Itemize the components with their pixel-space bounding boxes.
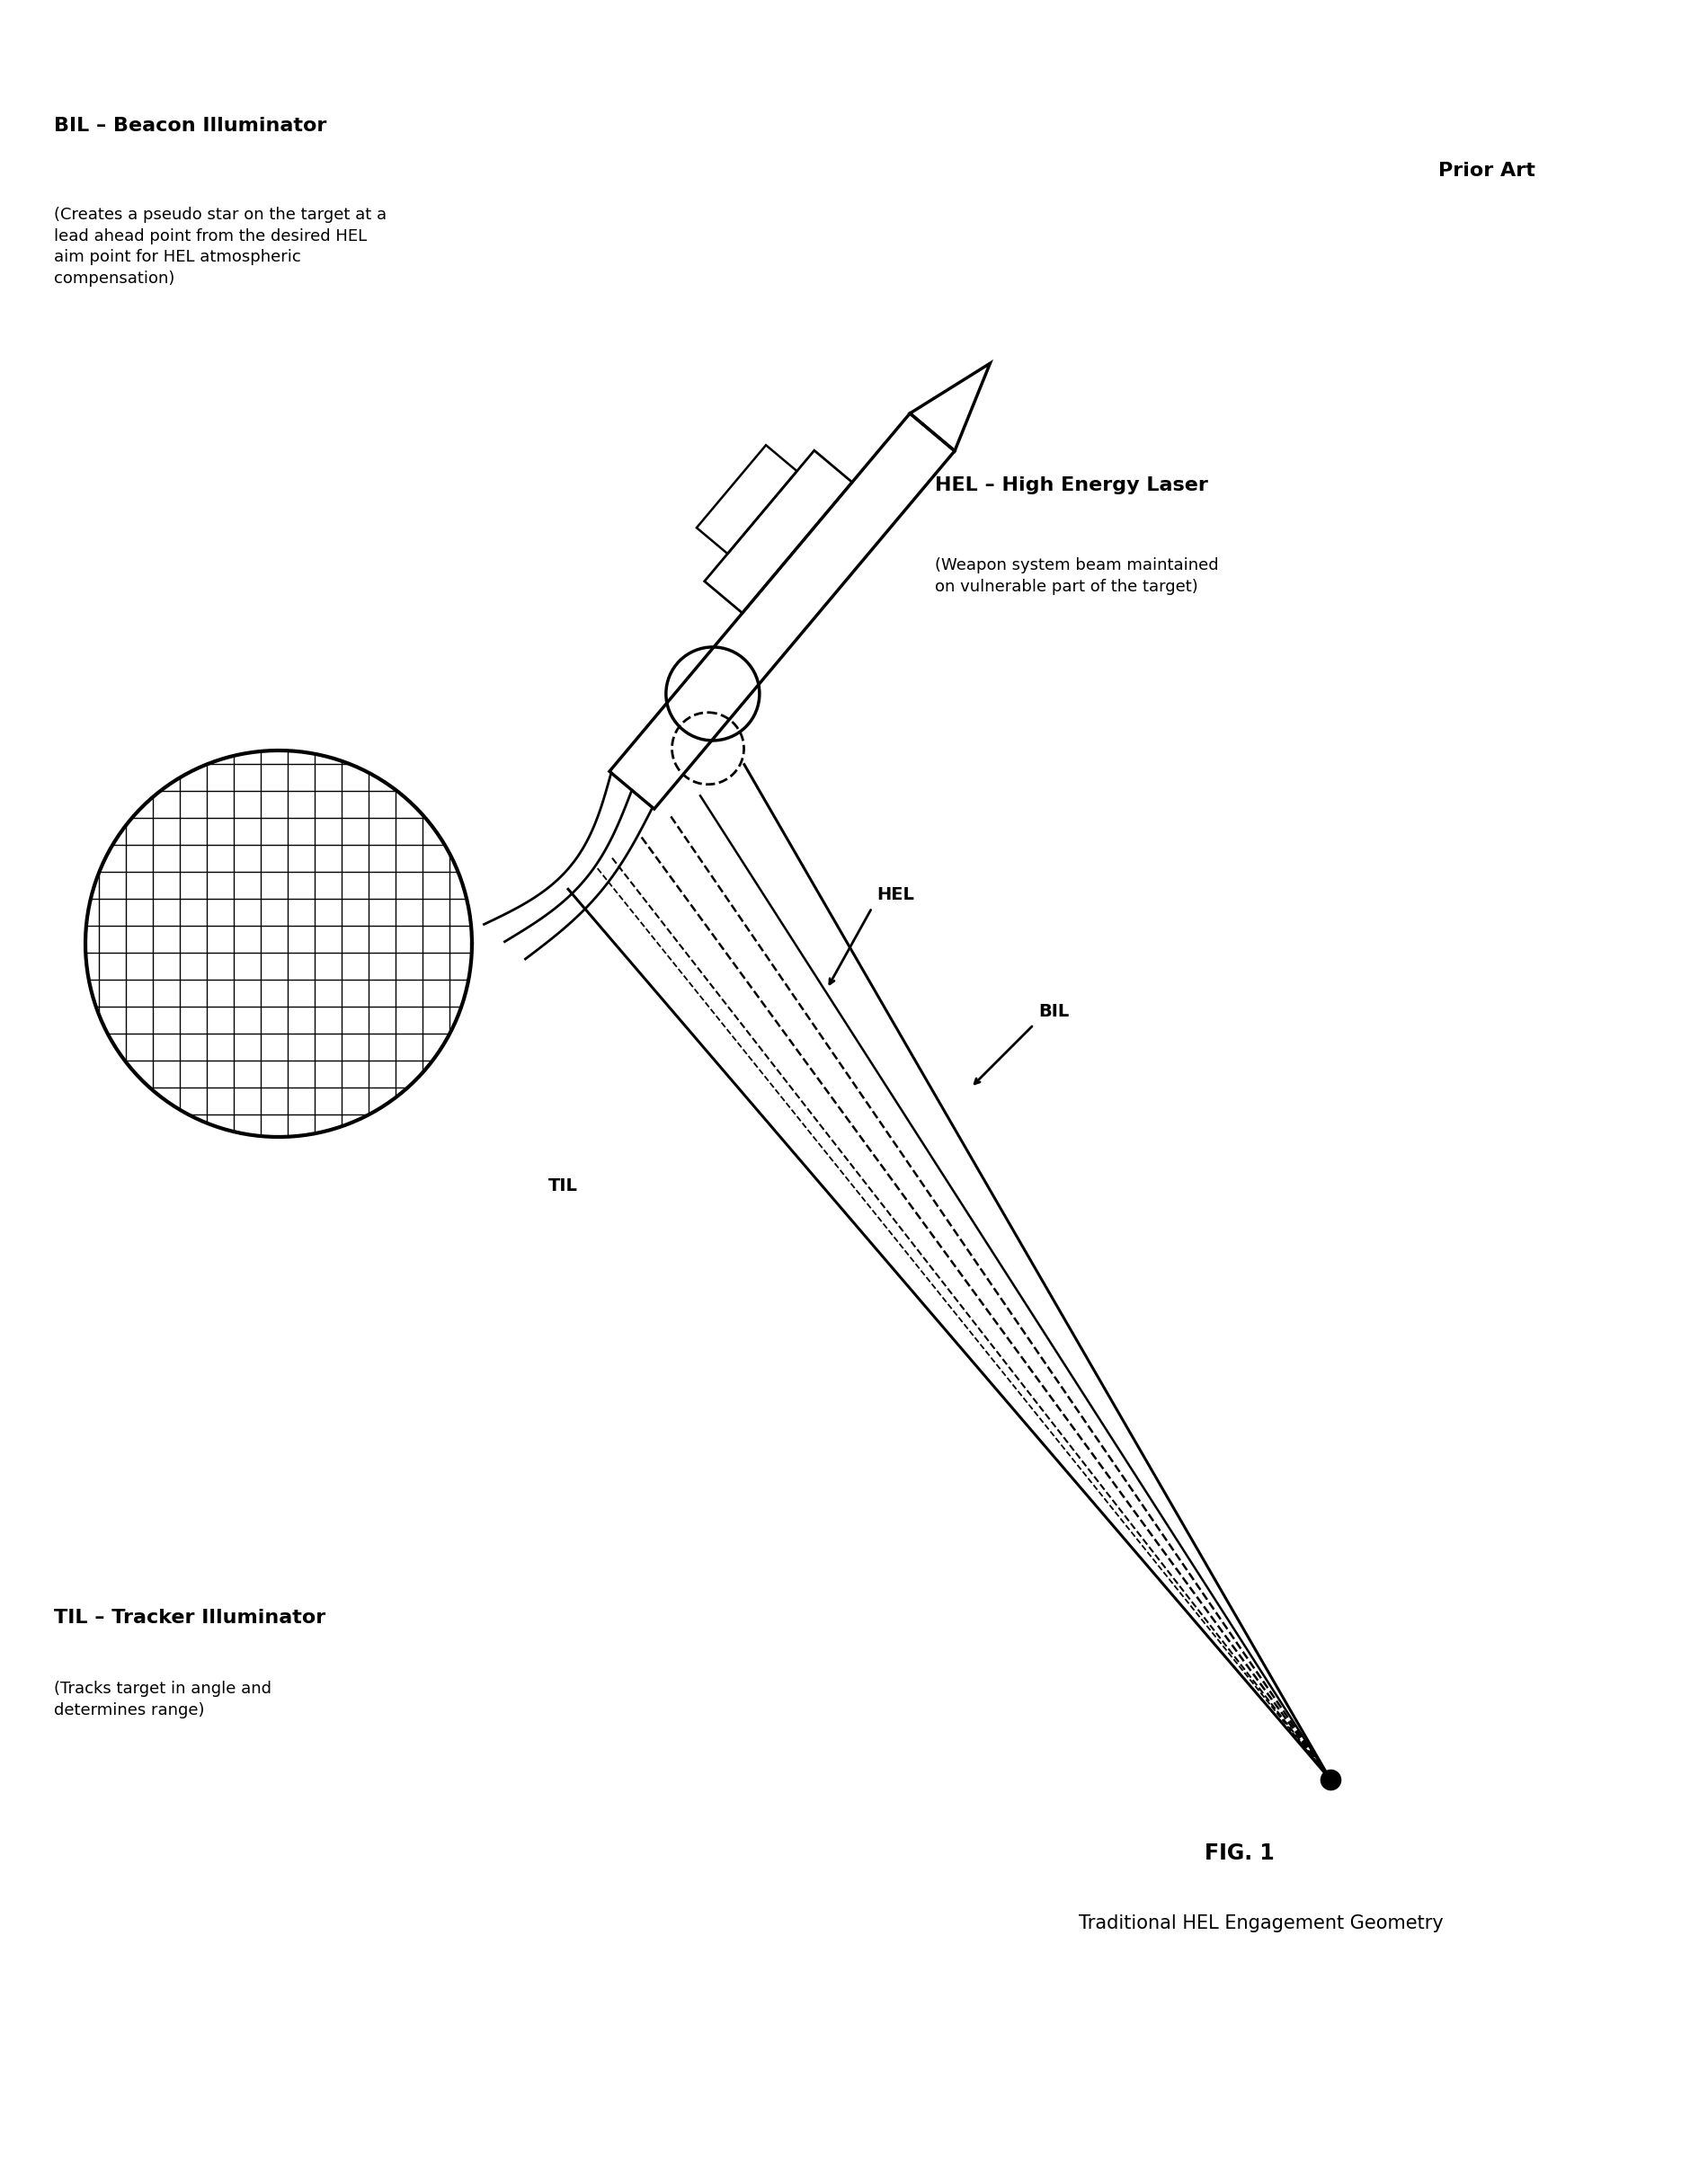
Text: HEL – High Energy Laser: HEL – High Energy Laser bbox=[935, 476, 1208, 494]
Text: TIL: TIL bbox=[548, 1177, 578, 1195]
Text: Traditional HEL Engagement Geometry: Traditional HEL Engagement Geometry bbox=[1078, 1915, 1443, 1933]
Text: (Creates a pseudo star on the target at a
lead ahead point from the desired HEL
: (Creates a pseudo star on the target at … bbox=[54, 207, 387, 286]
Text: Prior Art: Prior Art bbox=[1438, 162, 1535, 179]
Text: BIL – Beacon Illuminator: BIL – Beacon Illuminator bbox=[54, 116, 326, 135]
Text: FIG. 1: FIG. 1 bbox=[1205, 1843, 1274, 1863]
Text: (Tracks target in angle and
determines range): (Tracks target in angle and determines r… bbox=[54, 1682, 272, 1719]
Text: TIL – Tracker Illuminator: TIL – Tracker Illuminator bbox=[54, 1610, 326, 1627]
Text: HEL: HEL bbox=[877, 887, 914, 904]
Text: BIL: BIL bbox=[1038, 1002, 1070, 1020]
Text: (Weapon system beam maintained
on vulnerable part of the target): (Weapon system beam maintained on vulner… bbox=[935, 557, 1218, 594]
